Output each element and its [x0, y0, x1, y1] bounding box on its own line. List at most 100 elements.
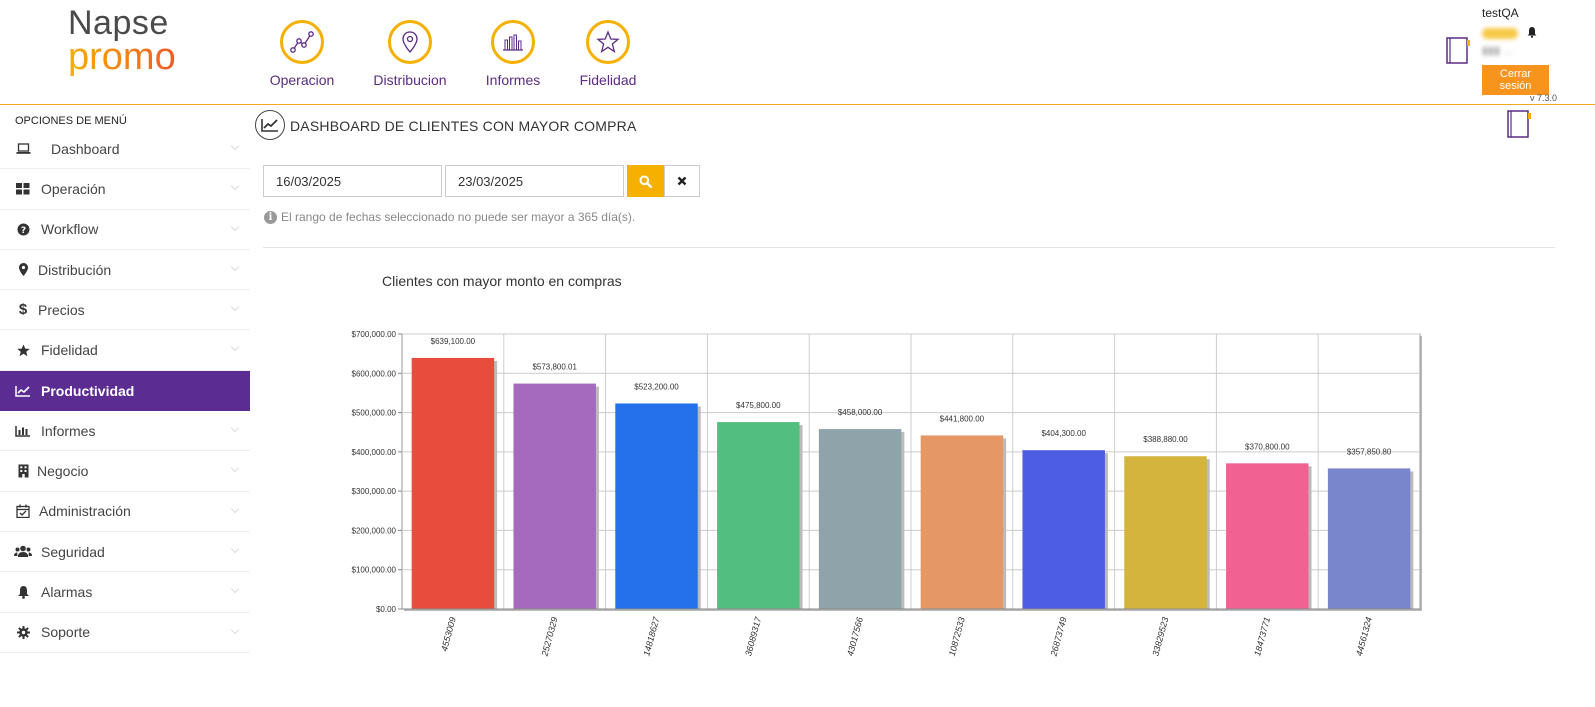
bar [920, 435, 1004, 609]
bar-value-label: $388,880.00 [1143, 435, 1188, 444]
grid-icon [14, 182, 32, 195]
y-tick-label: $0.00 [376, 605, 397, 614]
chevron-down-icon [230, 504, 240, 513]
date-to-input[interactable] [445, 165, 624, 197]
top-navigation: Operacion Distribucion Informes Fidelida… [270, 20, 638, 88]
users-icon [14, 545, 32, 558]
sidebar-item-dashboard[interactable]: Dashboard [0, 129, 250, 170]
logout-button[interactable]: Cerrar sesión [1482, 65, 1549, 95]
search-icon [639, 175, 652, 188]
x-tick-label: 43017566 [845, 616, 865, 657]
bell-icon[interactable] [1526, 26, 1538, 38]
sidebar-item-operacion[interactable]: Operación [0, 169, 250, 210]
x-tick-label: 18473771 [1252, 616, 1272, 657]
chart-svg: Clientes con mayor monto en compras $0.00… [352, 273, 1422, 658]
bar-value-label: $441,800.00 [940, 414, 985, 423]
bar-value-label: $357,850.80 [1347, 447, 1392, 456]
info-icon: i [264, 210, 277, 224]
calendar-check-icon [14, 504, 32, 519]
bar [411, 357, 495, 609]
sidebar-item-label: Seguridad [41, 543, 105, 560]
search-button[interactable] [627, 165, 664, 197]
redacted-company: ▮▮▮ ... [1482, 45, 1513, 57]
x-tick-label: 26873749 [1048, 616, 1068, 658]
top-clients-chart: Clientes con mayor monto en compras $0.00… [330, 265, 1440, 695]
sidebar-item-seguridad[interactable]: Seguridad [0, 532, 250, 573]
chart-title: Clientes con mayor monto en compras [382, 273, 622, 289]
sidebar-item-fidelidad[interactable]: Fidelidad [0, 330, 250, 371]
sidebar-item-label: Dashboard [51, 140, 120, 157]
logo-line2: promo [68, 36, 176, 78]
sidebar-item-workflow[interactable]: ? Workflow [0, 210, 250, 250]
dollar-icon: $ [18, 301, 28, 319]
date-from-input[interactable] [263, 165, 442, 197]
sidebar-item-label: Operación [41, 180, 106, 197]
y-tick-label: $600,000.00 [352, 369, 397, 378]
topnav-fidelidad[interactable]: Fidelidad [578, 20, 638, 88]
bar-value-label: $573,800.01 [532, 363, 577, 372]
bar [818, 429, 902, 609]
sidebar-item-label: Administración [39, 503, 131, 520]
y-tick-label: $700,000.00 [352, 330, 397, 339]
topnav-distribucion[interactable]: Distribucion [370, 20, 450, 88]
topnav-label: Informes [485, 72, 541, 88]
chevron-down-icon [230, 182, 240, 191]
x-tick-label: 33829523 [1150, 616, 1170, 657]
bar [1022, 450, 1105, 609]
chevron-down-icon [230, 222, 240, 231]
topnav-label: Distribucion [373, 72, 447, 88]
topnav-operacion[interactable]: Operacion [270, 20, 334, 88]
building-icon [14, 464, 32, 478]
y-tick-label: $400,000.00 [352, 448, 397, 457]
laptop-icon [14, 142, 32, 155]
page-title: DASHBOARD DE CLIENTES CON MAYOR COMPRA [290, 118, 637, 134]
app-header: Napse promo Operacion Distribucion Infor… [0, 0, 1595, 105]
x-tick-label: 4553009 [439, 616, 458, 652]
sidebar-item-precios[interactable]: $ Precios [0, 290, 250, 331]
y-tick-label: $200,000.00 [352, 526, 397, 535]
y-tick-label: $100,000.00 [352, 566, 397, 575]
user-area: testQA xxxx ▮▮▮ ... Cerrar sesión [1482, 6, 1592, 95]
sidebar-item-negocio[interactable]: Negocio [0, 451, 250, 492]
chevron-down-icon [230, 302, 240, 312]
x-tick-label: 25270329 [539, 616, 559, 658]
bar-chart-icon [491, 20, 535, 64]
bar-value-label: $404,300.00 [1041, 429, 1086, 438]
sidebar: OPCIONES DE MENÚ Dashboard Operación ? W… [0, 105, 250, 653]
bar-value-label: $475,800.00 [736, 401, 781, 410]
bar [1124, 456, 1207, 609]
y-tick-label: $500,000.00 [352, 409, 397, 418]
redacted-badge: xxxx [1482, 28, 1518, 39]
operation-icon [280, 20, 324, 64]
bar [1327, 468, 1411, 609]
sidebar-item-productividad[interactable]: Productividad [0, 370, 250, 412]
sidebar-item-label: Distribución [38, 261, 112, 278]
x-tick-label: 10872533 [947, 616, 967, 657]
bar [615, 403, 698, 609]
chevron-down-icon [230, 585, 240, 594]
bar-chart-icon [14, 425, 32, 437]
question-circle-icon: ? [14, 223, 32, 236]
x-tick-label: 36089317 [743, 615, 763, 657]
bell-icon [14, 585, 32, 599]
sidebar-item-label: Soporte [41, 624, 91, 641]
user-role-badge: xxxx [1482, 23, 1592, 41]
bar [513, 383, 596, 609]
sidebar-item-administracion[interactable]: Administración [0, 492, 250, 532]
divider [263, 247, 1555, 248]
bar-value-label: $639,100.00 [431, 337, 476, 346]
sidebar-item-label: Fidelidad [41, 342, 98, 359]
clear-button[interactable] [664, 165, 700, 197]
hint-text: El rango de fechas seleccionado no puede… [281, 210, 636, 224]
manual-book-icon[interactable] [1505, 108, 1533, 140]
sidebar-item-distribucion[interactable]: Distribución [0, 250, 250, 291]
app-logo[interactable]: Napse promo [68, 6, 176, 76]
sidebar-item-alarmas[interactable]: Alarmas [0, 572, 250, 613]
manual-book-icon[interactable] [1444, 36, 1472, 66]
topnav-label: Fidelidad [579, 72, 637, 88]
topnav-label: Operacion [269, 72, 335, 88]
sidebar-item-soporte[interactable]: Soporte [0, 613, 250, 653]
sidebar-item-informes[interactable]: Informes [0, 411, 250, 452]
topnav-informes[interactable]: Informes [483, 20, 543, 88]
user-name: testQA [1482, 6, 1519, 20]
